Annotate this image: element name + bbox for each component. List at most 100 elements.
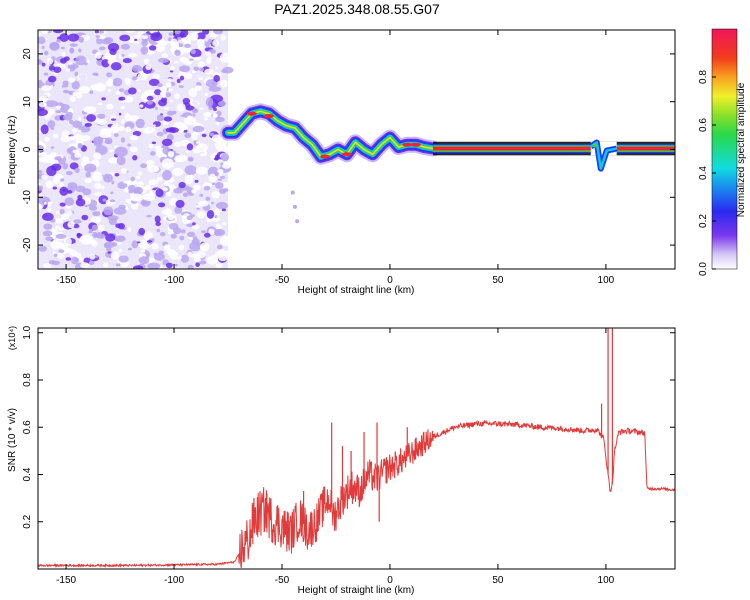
noise-blob bbox=[170, 233, 177, 239]
noise-blob bbox=[133, 186, 144, 195]
noise-blob bbox=[189, 58, 194, 61]
noise-blob bbox=[215, 182, 224, 189]
noise-blob bbox=[118, 126, 125, 131]
noise-blob bbox=[168, 88, 173, 92]
noise-blob bbox=[41, 174, 48, 180]
noise-blob bbox=[94, 51, 102, 59]
noise-blob bbox=[123, 180, 129, 184]
noise-blob bbox=[78, 48, 82, 53]
noise-blob bbox=[165, 82, 172, 88]
noise-blob bbox=[62, 162, 69, 170]
noise-blob bbox=[213, 74, 220, 83]
noise-blob bbox=[155, 106, 158, 110]
spectrogram-x-ticks: -150 -100 -50 0 50 100 bbox=[56, 30, 615, 286]
noise-blob bbox=[61, 130, 70, 138]
noise-blob bbox=[140, 46, 149, 55]
noise-blob bbox=[212, 134, 221, 143]
noise-blob bbox=[139, 104, 144, 108]
signal-hotspot bbox=[246, 111, 257, 116]
noise-blob bbox=[199, 46, 204, 51]
spectrogram-x-label: Height of straight line (km) bbox=[298, 285, 415, 296]
noise-blob bbox=[46, 57, 53, 65]
noise-blob bbox=[192, 113, 196, 117]
noise-blob bbox=[176, 103, 186, 112]
noise-blob bbox=[191, 189, 197, 194]
noise-blob bbox=[204, 92, 208, 97]
noise-blob bbox=[220, 79, 228, 88]
noise-blob bbox=[38, 153, 41, 156]
spectrogram-y-tick-label: 10 bbox=[22, 96, 33, 108]
noise-blob bbox=[163, 181, 170, 187]
spectrogram-y-tick-label: -10 bbox=[22, 190, 33, 205]
noise-blob bbox=[203, 150, 208, 155]
noise-blob bbox=[186, 143, 194, 151]
noise-blob bbox=[65, 170, 73, 176]
colorbar-tick-label: 0.0 bbox=[698, 262, 709, 276]
noise-blob bbox=[71, 80, 80, 90]
noise-blob bbox=[84, 122, 92, 127]
noise-blob bbox=[151, 141, 157, 145]
noise-blob bbox=[201, 133, 207, 138]
noise-blob bbox=[179, 235, 185, 241]
signal-hotspot bbox=[320, 154, 331, 159]
noise-blob bbox=[169, 99, 173, 103]
noise-blob bbox=[112, 81, 117, 86]
noise-blob bbox=[44, 201, 47, 205]
noise-blob bbox=[89, 84, 103, 91]
noise-blob bbox=[195, 141, 201, 144]
noise-blob bbox=[92, 231, 98, 238]
noise-blob bbox=[111, 241, 118, 247]
noise-blob bbox=[131, 240, 139, 249]
noise-blob bbox=[142, 193, 156, 201]
noise-blob bbox=[161, 96, 168, 103]
noise-blob bbox=[212, 39, 220, 47]
snr-x-tick-label: 50 bbox=[492, 575, 504, 586]
snr-y-ticks: 0.2 0.4 0.6 0.8 1.0 bbox=[22, 325, 675, 529]
noise-blob bbox=[119, 88, 125, 93]
noise-blob bbox=[45, 236, 54, 242]
noise-blob bbox=[122, 57, 132, 64]
noise-blob bbox=[125, 81, 131, 86]
noise-blob bbox=[132, 66, 140, 72]
noise-blob bbox=[203, 183, 207, 187]
noise-blob bbox=[92, 72, 99, 76]
noise-blob bbox=[184, 43, 191, 49]
noise-blob bbox=[76, 73, 88, 81]
noise-blob bbox=[97, 102, 103, 106]
noise-blob bbox=[130, 193, 142, 202]
noise-blob bbox=[114, 172, 120, 177]
spectrogram-noise-region bbox=[38, 30, 234, 269]
signal-track-layer bbox=[227, 110, 434, 158]
noise-blob bbox=[89, 253, 96, 260]
noise-blob bbox=[206, 58, 212, 65]
noise-blob bbox=[44, 100, 59, 107]
noise-blob bbox=[215, 263, 223, 269]
noise-blob bbox=[99, 131, 112, 139]
noise-blob bbox=[187, 251, 193, 258]
noise-blob bbox=[65, 248, 74, 254]
noise-blob bbox=[103, 242, 111, 249]
noise-blob bbox=[208, 173, 218, 183]
spectrogram-y-tick-label: -20 bbox=[22, 237, 33, 252]
noise-blob bbox=[121, 119, 125, 124]
noise-blob bbox=[192, 236, 198, 241]
noise-blob bbox=[105, 233, 116, 242]
noise-blob bbox=[172, 227, 182, 235]
colorbar: 0.0 0.2 0.4 0.6 0.8 Normalized spectral ampl… bbox=[698, 28, 747, 276]
noise-blob bbox=[217, 178, 223, 181]
noise-blob bbox=[113, 235, 126, 242]
noise-blob bbox=[159, 91, 167, 96]
noise-blob bbox=[127, 143, 131, 147]
noise-blob bbox=[116, 156, 126, 166]
signal-hotspot bbox=[341, 152, 352, 157]
spectrogram-x-tick-label: -150 bbox=[56, 275, 76, 286]
noise-blob bbox=[63, 237, 72, 247]
noise-blob bbox=[199, 193, 204, 197]
noise-blob bbox=[98, 46, 106, 51]
noise-blob bbox=[108, 217, 117, 226]
noise-blob bbox=[179, 30, 189, 38]
noise-blob bbox=[78, 135, 91, 142]
snr-y-tick-label: 0.2 bbox=[22, 514, 33, 528]
noise-blob bbox=[217, 100, 227, 107]
